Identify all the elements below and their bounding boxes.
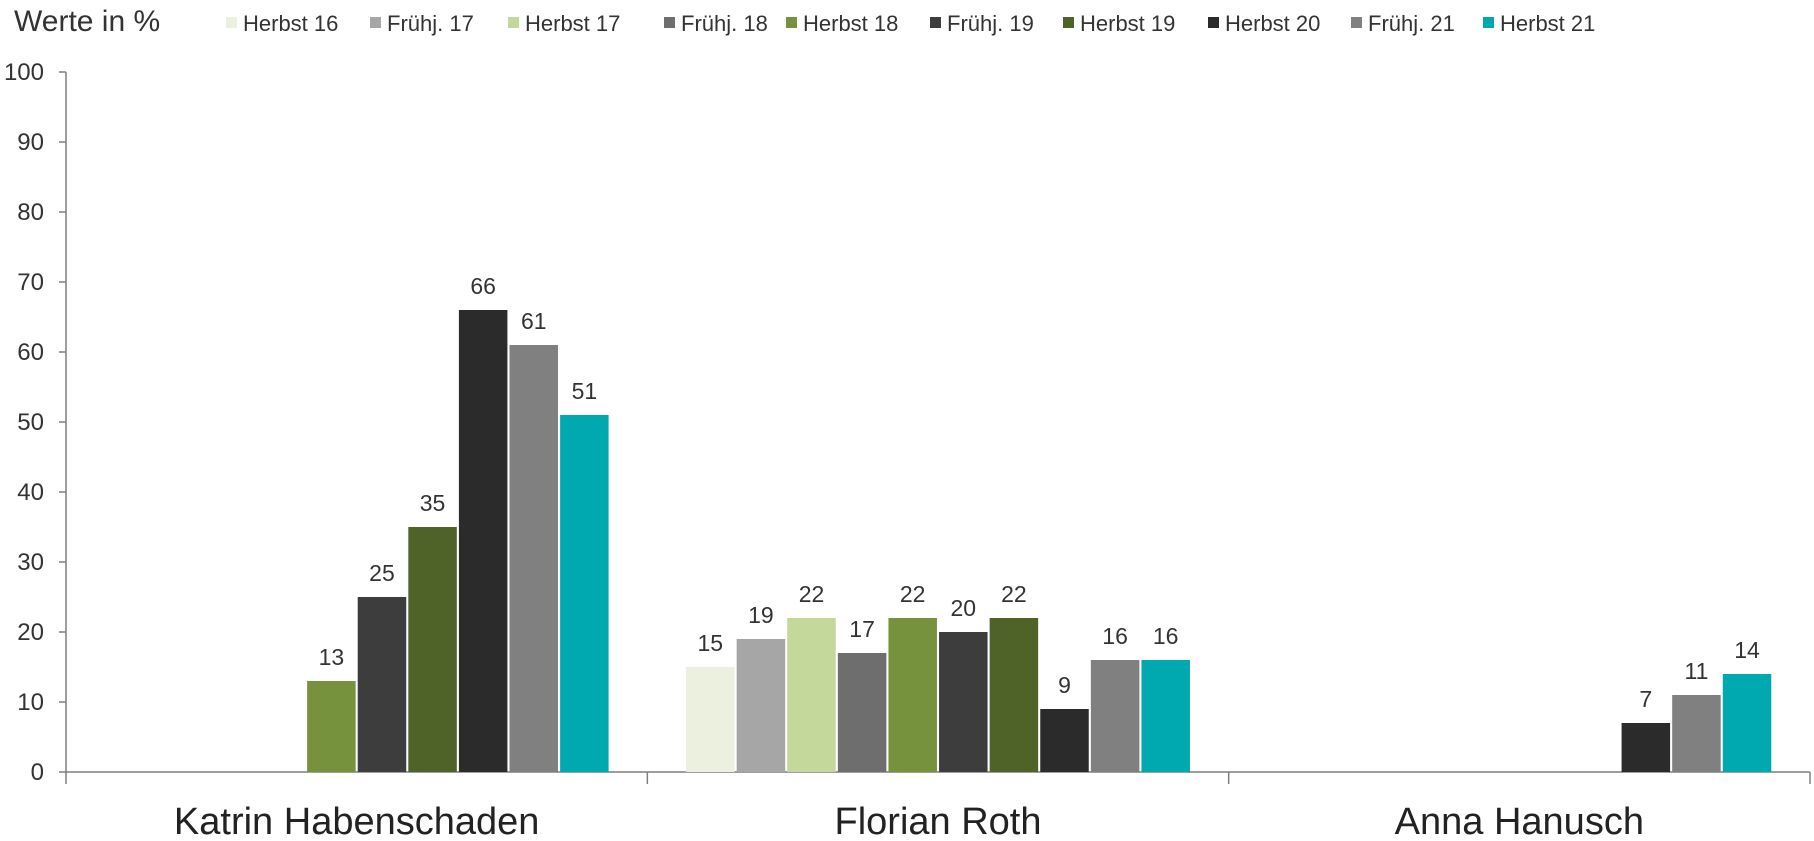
bar: [1090, 660, 1140, 772]
data-label: 19: [748, 602, 774, 628]
legend-entry: Herbst 17: [525, 11, 620, 36]
legend-entry: Herbst 19: [1080, 11, 1175, 36]
data-label: 66: [470, 273, 496, 299]
legend: Herbst 16 Frühj. 17 Herbst 17 Frühj. 18 Herb…: [226, 11, 1595, 36]
category-label: Katrin Habenschaden: [174, 801, 539, 841]
data-label: 11: [1684, 658, 1708, 684]
bar: [837, 653, 887, 772]
data-label: 15: [698, 630, 724, 656]
legend-entry: Frühj. 21: [1368, 11, 1455, 36]
data-label: 7: [1639, 686, 1652, 712]
data-label: 35: [420, 490, 446, 516]
bar: [408, 527, 457, 772]
data-label: 16: [1153, 623, 1179, 649]
y-tick-label: 100: [4, 59, 44, 86]
data-labels: 13 25 35 66 61 51 15 19 22 17 22 20 22 9 16 16 7 11 14: [319, 273, 1760, 712]
y-tick-label: 10: [17, 689, 44, 716]
bar: [357, 597, 407, 772]
data-label: 13: [319, 644, 345, 670]
legend-swatch: [1063, 17, 1074, 28]
y-tick-label: 30: [17, 549, 44, 576]
legend-entry: Herbst 16: [243, 11, 338, 36]
legend-swatch: [930, 17, 941, 28]
bars: [307, 310, 1772, 772]
data-label: 61: [521, 308, 547, 334]
legend-entry: Frühj. 19: [947, 11, 1034, 36]
y-tick-label: 0: [31, 759, 44, 786]
category-label: Anna Hanusch: [1395, 801, 1644, 841]
legend-swatch: [786, 17, 797, 28]
legend-entry: Frühj. 18: [681, 11, 768, 36]
legend-swatch: [370, 17, 381, 28]
bar: [1621, 723, 1671, 772]
y-axis: 0 10 20 30 40 50 60 70 80 90 100: [4, 59, 67, 786]
bar: [560, 415, 609, 772]
data-label: 9: [1058, 672, 1071, 698]
data-label: 22: [799, 581, 825, 607]
data-label: 17: [849, 616, 875, 642]
bar: [1672, 695, 1721, 772]
data-label: 22: [1001, 581, 1027, 607]
data-label: 22: [900, 581, 926, 607]
legend-entry: Herbst 21: [1500, 11, 1595, 36]
x-axis: Katrin Habenschaden Florian Roth Anna Hanu…: [65, 771, 1811, 841]
data-label: 51: [572, 378, 598, 404]
bar: [989, 618, 1039, 772]
bar: [1040, 709, 1089, 772]
legend-swatch: [664, 17, 675, 28]
data-label: 20: [951, 595, 977, 621]
y-tick-label: 90: [17, 129, 44, 156]
legend-swatch: [1351, 17, 1362, 28]
data-label: 25: [369, 560, 395, 586]
y-tick-label: 70: [17, 269, 44, 296]
data-label: 14: [1734, 637, 1760, 663]
y-axis-label: Werte in %: [14, 5, 160, 38]
category-label: Florian Roth: [835, 801, 1042, 841]
bar: [307, 681, 356, 772]
y-tick-label: 80: [17, 199, 44, 226]
y-tick-label: 60: [17, 339, 44, 366]
bar: [686, 667, 735, 772]
bar: [1722, 674, 1772, 772]
bar: [509, 345, 559, 772]
legend-entry: Frühj. 17: [387, 11, 474, 36]
legend-entry: Herbst 20: [1225, 11, 1320, 36]
bar: [939, 632, 988, 772]
bar: [888, 618, 937, 772]
data-label: 16: [1102, 623, 1128, 649]
y-tick-label: 40: [17, 479, 44, 506]
bar: [1141, 660, 1190, 772]
bar: [736, 639, 786, 772]
legend-swatch: [1483, 17, 1494, 28]
y-tick-label: 50: [17, 409, 44, 436]
y-tick-label: 20: [17, 619, 44, 646]
legend-swatch: [508, 17, 519, 28]
legend-entry: Herbst 18: [803, 11, 898, 36]
legend-swatch: [1208, 17, 1219, 28]
bar: [458, 310, 508, 772]
bar: [787, 618, 836, 772]
legend-swatch: [226, 17, 237, 28]
